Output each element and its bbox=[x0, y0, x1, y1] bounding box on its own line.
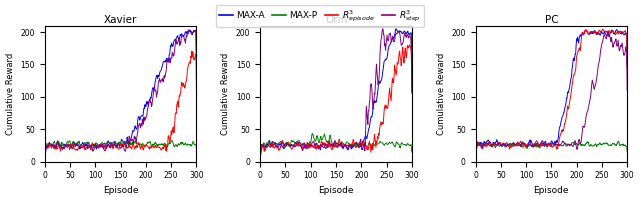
Title: PC: PC bbox=[545, 15, 558, 25]
Legend: MAX-A, MAX-P, $R^3_{episode}$, $R^3_{step}$: MAX-A, MAX-P, $R^3_{episode}$, $R^3_{ste… bbox=[216, 5, 424, 27]
Y-axis label: Cumulative Reward: Cumulative Reward bbox=[436, 52, 445, 135]
X-axis label: Episode: Episode bbox=[103, 186, 138, 195]
Title: Orin: Orin bbox=[325, 15, 347, 25]
Y-axis label: Cumulative Reward: Cumulative Reward bbox=[6, 52, 15, 135]
X-axis label: Episode: Episode bbox=[318, 186, 354, 195]
Title: Xavier: Xavier bbox=[104, 15, 138, 25]
Y-axis label: Cumulative Reward: Cumulative Reward bbox=[221, 52, 230, 135]
X-axis label: Episode: Episode bbox=[534, 186, 569, 195]
